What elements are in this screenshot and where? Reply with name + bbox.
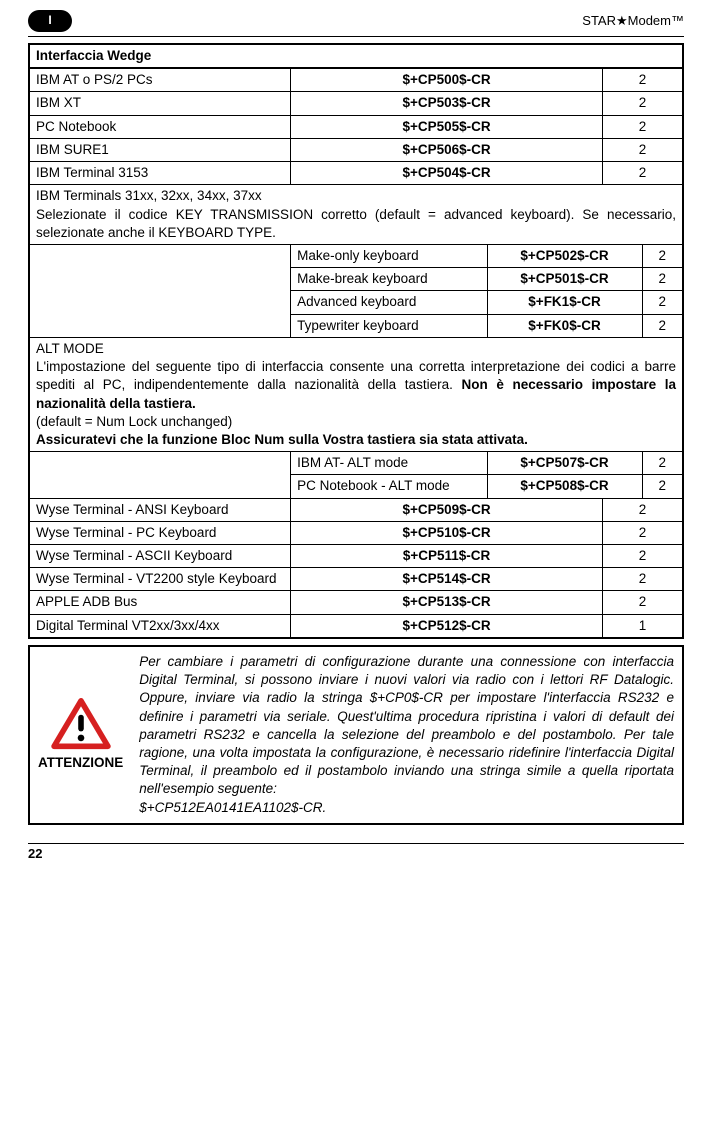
terminals-note: IBM Terminals 31xx, 32xx, 34xx, 37xx Sele…	[29, 185, 683, 245]
row1-code: $+CP504$-CR	[291, 162, 603, 185]
page-number: 22	[28, 846, 42, 861]
row1-label: IBM SURE1	[29, 138, 291, 161]
sub1-num: 2	[642, 291, 682, 314]
row1-num: 2	[603, 162, 684, 185]
row2-label: APPLE ADB Bus	[29, 591, 291, 614]
attention-box: ATTENZIONE Per cambiare i parametri di c…	[28, 645, 684, 825]
altmode-body1: L'impostazione del seguente tipo di inte…	[36, 358, 676, 413]
sub1-table: Make-only keyboard$+CP502$-CR2Make-break…	[291, 245, 682, 337]
row1-label: PC Notebook	[29, 115, 291, 138]
row2-label: Wyse Terminal - ASCII Keyboard	[29, 545, 291, 568]
row2-num: 2	[603, 521, 684, 544]
row2-code: $+CP512$-CR	[291, 614, 603, 638]
attention-code: $+CP512EA0141EA1102$-CR.	[139, 800, 326, 815]
row1-num: 2	[603, 138, 684, 161]
row1-num: 2	[603, 68, 684, 92]
config-table: Interfaccia Wedge IBM AT o PS/2 PCs$+CP5…	[28, 43, 684, 639]
row2-num: 2	[603, 498, 684, 521]
altmode-body2: (default = Num Lock unchanged)	[36, 414, 232, 429]
row1-num: 2	[603, 92, 684, 115]
section-title: Interfaccia Wedge	[29, 44, 683, 68]
warning-icon	[51, 698, 111, 750]
sub2-label: IBM AT- ALT mode	[291, 452, 487, 475]
sub1-num: 2	[642, 245, 682, 268]
sub2-indent	[29, 452, 291, 498]
row2-code: $+CP511$-CR	[291, 545, 603, 568]
note1-line2: Selezionate il codice KEY TRANSMISSION c…	[36, 206, 676, 242]
chapter-badge: I	[28, 10, 72, 32]
altmode-bold1: Non è necessario impostare la nazionalit…	[36, 377, 676, 410]
row2-num: 2	[603, 591, 684, 614]
sub2-label: PC Notebook - ALT mode	[291, 475, 487, 498]
altmode-title: ALT MODE	[36, 341, 104, 356]
sub2-table: IBM AT- ALT mode$+CP507$-CR2 PC Notebook …	[291, 452, 682, 497]
row1-num: 2	[603, 115, 684, 138]
sub1-code: $+FK1$-CR	[487, 291, 642, 314]
sub1-num: 2	[642, 268, 682, 291]
row2-label: Wyse Terminal - PC Keyboard	[29, 521, 291, 544]
sub1-num: 2	[642, 314, 682, 337]
sub2-code: $+CP507$-CR	[487, 452, 642, 475]
row1-code: $+CP503$-CR	[291, 92, 603, 115]
altmode-note: ALT MODE L'impostazione del seguente tipo…	[29, 337, 683, 451]
attention-label: ATTENZIONE	[38, 755, 123, 770]
sub1-label: Make-break keyboard	[291, 268, 487, 291]
row1-code: $+CP506$-CR	[291, 138, 603, 161]
header-rule	[28, 36, 684, 37]
row2-code: $+CP509$-CR	[291, 498, 603, 521]
row1-label: IBM XT	[29, 92, 291, 115]
product-name: STAR★Modem™	[582, 13, 684, 30]
sub1-code: $+FK0$-CR	[487, 314, 642, 337]
sub2-num: 2	[642, 475, 682, 498]
note1-line1: IBM Terminals 31xx, 32xx, 34xx, 37xx	[36, 188, 262, 203]
sub1-label: Make-only keyboard	[291, 245, 487, 268]
sub1-indent	[29, 244, 291, 337]
attention-body: Per cambiare i parametri di configurazio…	[139, 654, 674, 797]
page-header: I STAR★Modem™	[28, 10, 684, 32]
row2-num: 2	[603, 545, 684, 568]
row2-num: 2	[603, 568, 684, 591]
sub1-code: $+CP501$-CR	[487, 268, 642, 291]
sub1-code: $+CP502$-CR	[487, 245, 642, 268]
attention-text: Per cambiare i parametri di configurazio…	[131, 646, 683, 824]
sub1-label: Advanced keyboard	[291, 291, 487, 314]
row1-label: IBM AT o PS/2 PCs	[29, 68, 291, 92]
row1-label: IBM Terminal 3153	[29, 162, 291, 185]
row2-label: Digital Terminal VT2xx/3xx/4xx	[29, 614, 291, 638]
chapter-number: I	[48, 13, 51, 29]
row2-label: Wyse Terminal - VT2200 style Keyboard	[29, 568, 291, 591]
row2-label: Wyse Terminal - ANSI Keyboard	[29, 498, 291, 521]
row1-code: $+CP500$-CR	[291, 68, 603, 92]
sub2-num: 2	[642, 452, 682, 475]
row1-code: $+CP505$-CR	[291, 115, 603, 138]
sub2-code: $+CP508$-CR	[487, 475, 642, 498]
sub1-label: Typewriter keyboard	[291, 314, 487, 337]
altmode-bold2: Assicuratevi che la funzione Bloc Num su…	[36, 432, 528, 447]
row2-code: $+CP510$-CR	[291, 521, 603, 544]
row2-num: 1	[603, 614, 684, 638]
row2-code: $+CP514$-CR	[291, 568, 603, 591]
page-footer: 22	[28, 843, 684, 863]
row2-code: $+CP513$-CR	[291, 591, 603, 614]
attention-icon-cell: ATTENZIONE	[29, 646, 131, 824]
